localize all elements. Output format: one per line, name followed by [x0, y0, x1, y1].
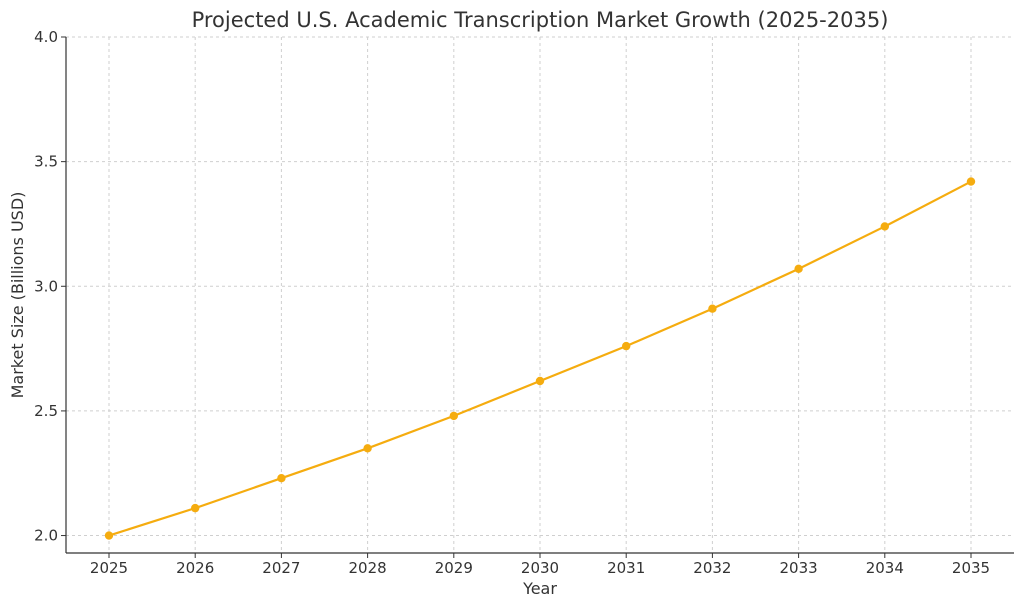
- x-tick-label: 2031: [607, 559, 645, 577]
- x-tick-label: 2030: [521, 559, 559, 577]
- labels: Projected U.S. Academic Transcription Ma…: [8, 8, 888, 598]
- x-tick-label: 2026: [176, 559, 214, 577]
- x-axis-label: Year: [522, 579, 557, 598]
- x-tick-label: 2033: [780, 559, 818, 577]
- data-point: [191, 503, 200, 513]
- y-tick-label: 3.0: [34, 277, 58, 295]
- series-layer: [104, 177, 976, 540]
- grid: [66, 36, 1014, 553]
- axes: 2025 2026 2027 2028 2029 2030 2031 2032 2033 2034…: [34, 28, 1014, 577]
- data-point: [363, 444, 372, 453]
- data-point: [966, 177, 976, 186]
- data-point: [535, 376, 545, 386]
- x-tick-label: 2034: [866, 559, 904, 577]
- x-tick-label: 2032: [693, 559, 731, 577]
- x-tick-label: 2029: [435, 559, 473, 577]
- data-point: [708, 304, 717, 313]
- data-point: [880, 222, 889, 231]
- chart-title: Projected U.S. Academic Transcription Ma…: [192, 8, 889, 32]
- x-tick-label: 2028: [349, 559, 387, 577]
- data-point: [104, 531, 114, 540]
- y-tick-label: 2.5: [34, 402, 58, 420]
- data-point: [622, 341, 631, 351]
- y-tick-label: 3.5: [34, 153, 58, 171]
- y-tick-label: 2.0: [34, 527, 58, 545]
- x-tick-label: 2035: [952, 559, 990, 577]
- y-tick-label: 4.0: [34, 28, 58, 46]
- data-point: [277, 474, 286, 483]
- x-tick-label: 2027: [262, 559, 300, 577]
- data-point: [449, 411, 458, 421]
- y-axis-label: Market Size (Billions USD): [8, 192, 27, 399]
- data-point: [794, 264, 803, 274]
- x-tick-label: 2025: [90, 559, 128, 577]
